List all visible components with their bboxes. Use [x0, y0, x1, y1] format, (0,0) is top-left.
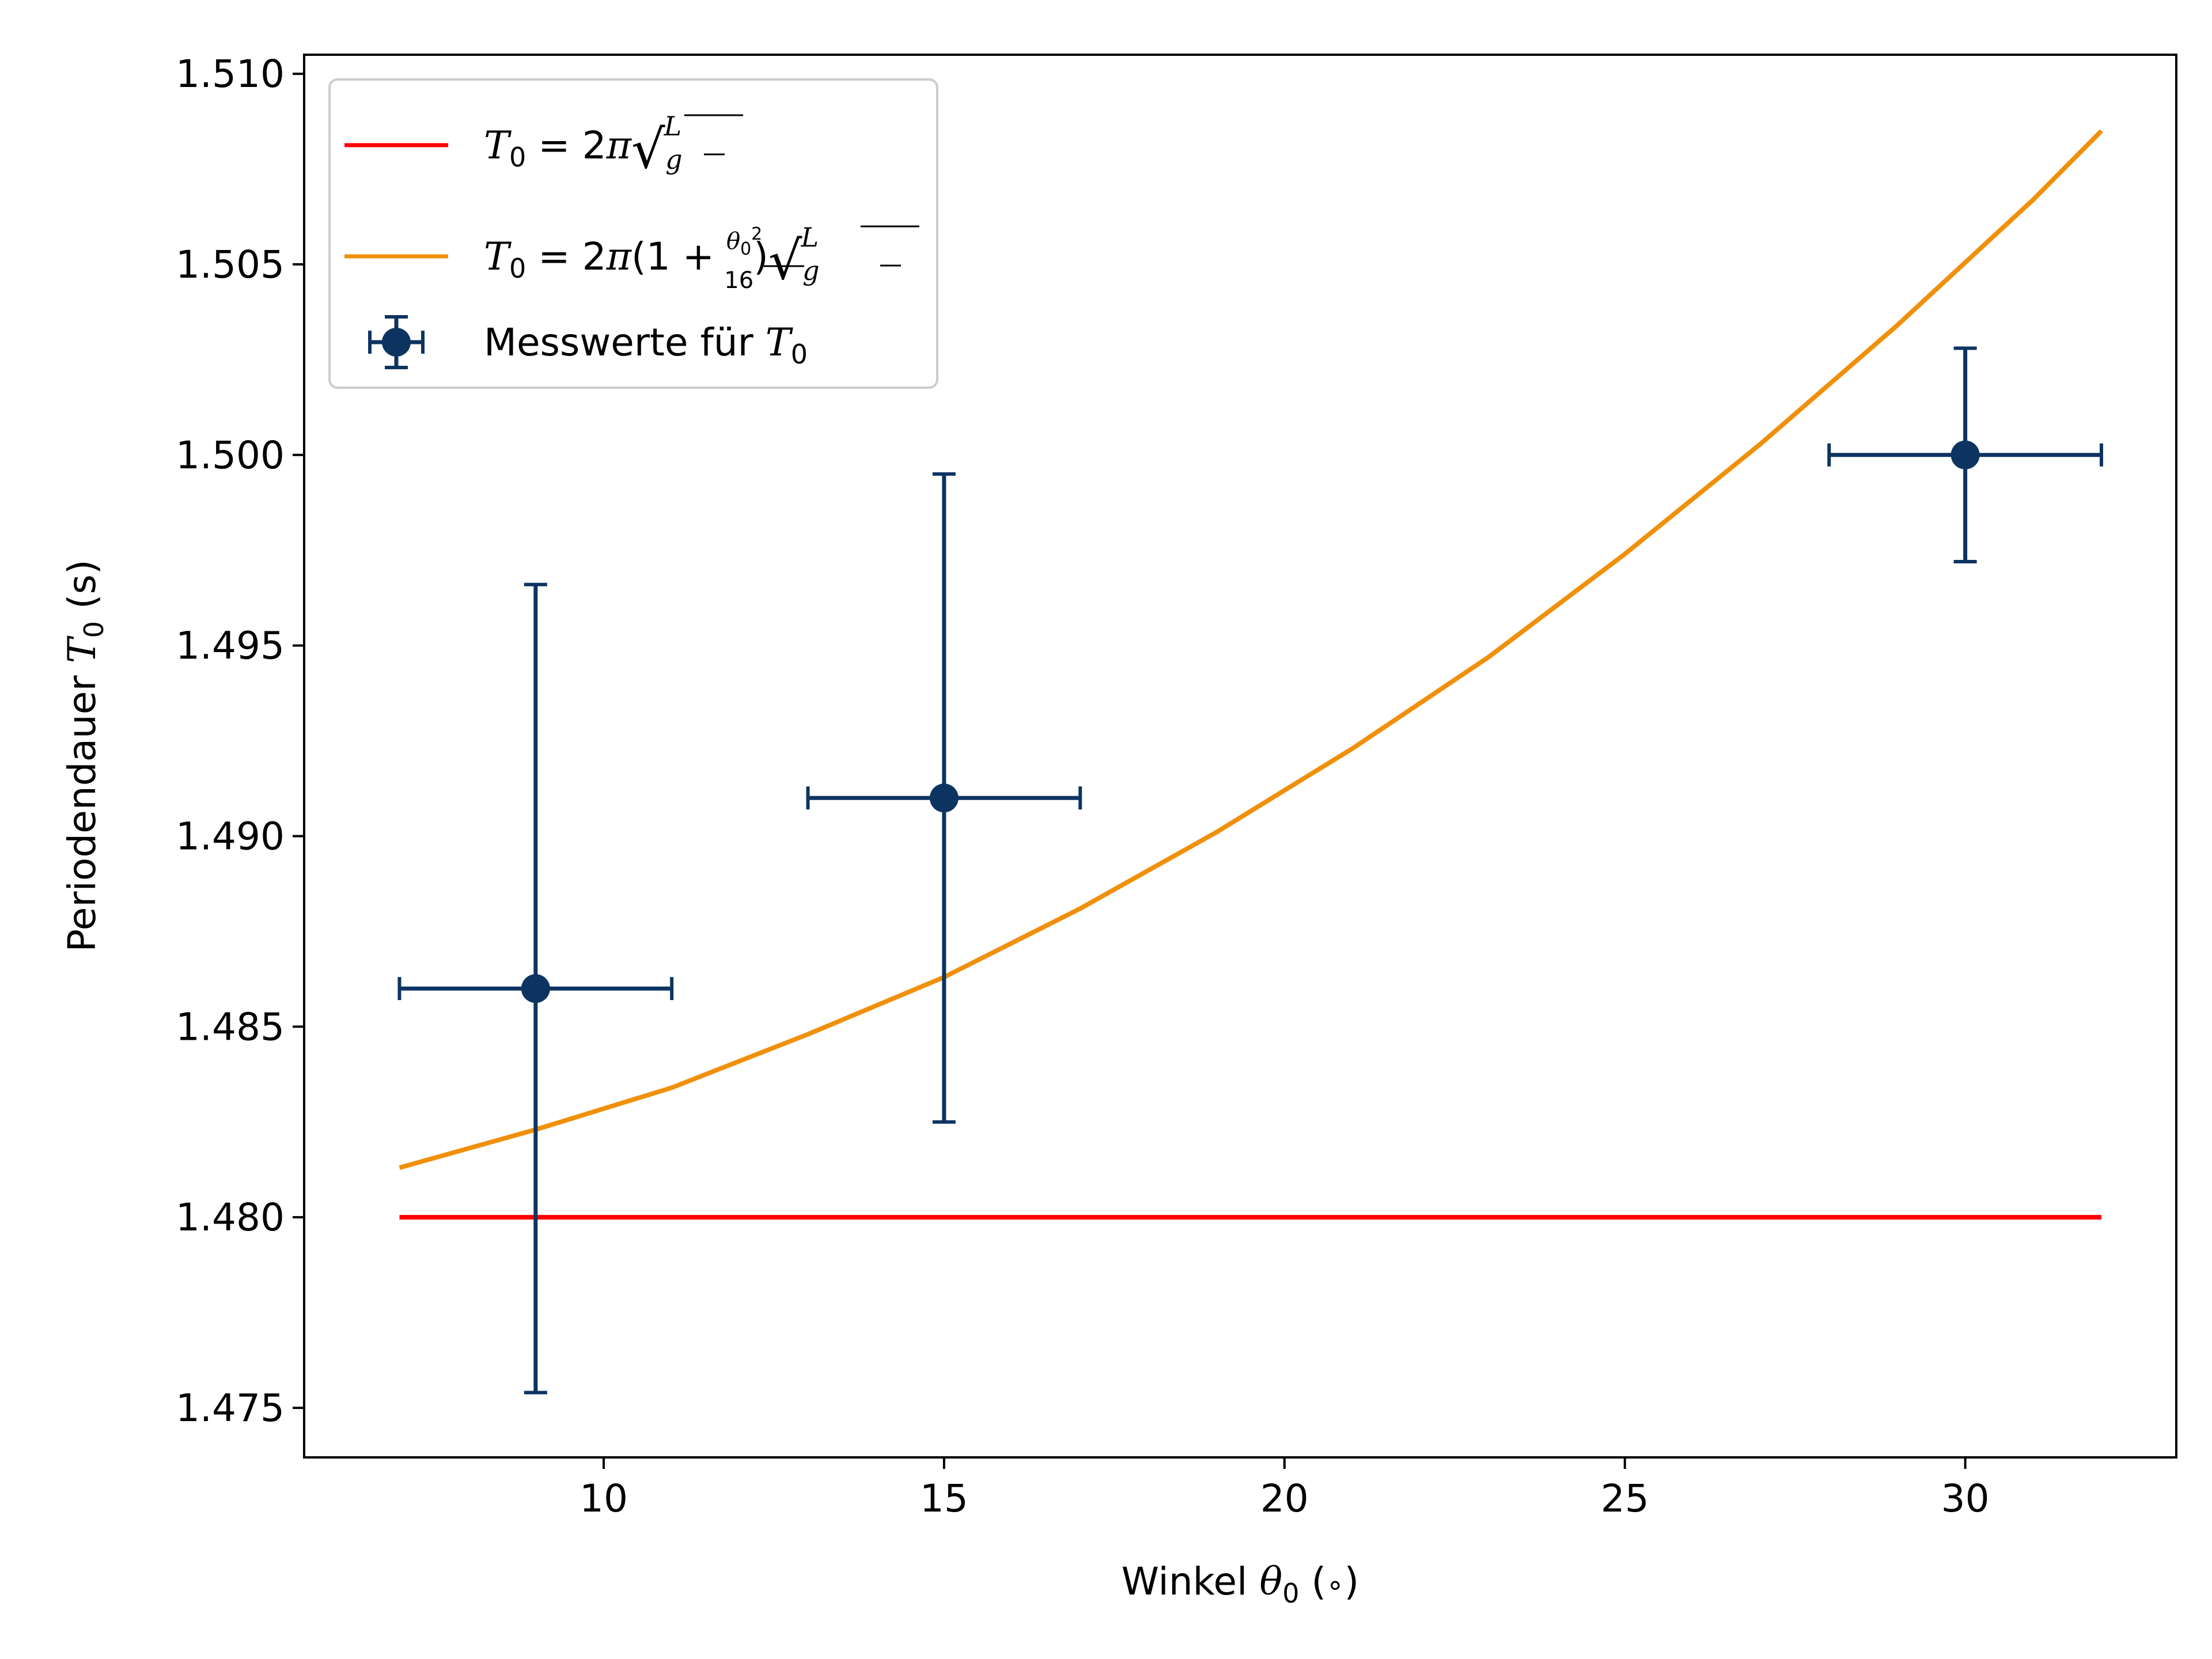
x-tick-label: 15 — [920, 1476, 968, 1521]
axes-frame — [303, 54, 2177, 1459]
y-axis-label: Periodendauer T0 (s) — [60, 559, 109, 952]
legend-entry-2: T0 = 2π(1 + θ02 16)√L g — [484, 222, 820, 294]
legend-box — [328, 78, 938, 389]
y-tick-label: 1.490 — [176, 814, 285, 858]
plot-area — [397, 129, 2103, 1395]
data-point-group — [397, 582, 674, 1395]
legend-entry-1: T0 = 2π√L g — [484, 111, 683, 180]
legend-entry-3: Messwerte für T0 — [484, 320, 808, 370]
y-tick-label: 1.495 — [176, 624, 285, 668]
x-tick-label: 20 — [1260, 1476, 1309, 1521]
y-tick-label: 1.505 — [176, 243, 285, 287]
y-tick-label: 1.485 — [176, 1005, 285, 1049]
data-point — [521, 974, 550, 1003]
legend: T0 = 2π√L g T0 = 2π(1 + θ02 16)√L g Messwer… — [328, 78, 938, 389]
data-point — [1950, 440, 1980, 469]
y-tick-label: 1.475 — [176, 1386, 285, 1430]
data-point-group — [1827, 346, 2103, 564]
x-tick-label: 30 — [1941, 1476, 1990, 1521]
axis-ticks: 10 15 20 25 30 1.475 1.480 1.485 1.490 1.495 1.500… — [176, 52, 1990, 1521]
data-point — [929, 783, 959, 813]
y-tick-label: 1.500 — [176, 433, 285, 478]
y-tick-label: 1.480 — [176, 1195, 285, 1240]
data-point-group — [806, 472, 1082, 1124]
x-axis-label: Winkel θ0 (∘) — [1122, 1559, 1359, 1609]
x-tick-label: 10 — [579, 1476, 628, 1521]
legend-marker-errorbar — [368, 315, 425, 369]
series-line-1 — [399, 129, 2103, 1170]
x-tick-label: 25 — [1601, 1476, 1649, 1521]
y-tick-label: 1.510 — [176, 52, 285, 96]
